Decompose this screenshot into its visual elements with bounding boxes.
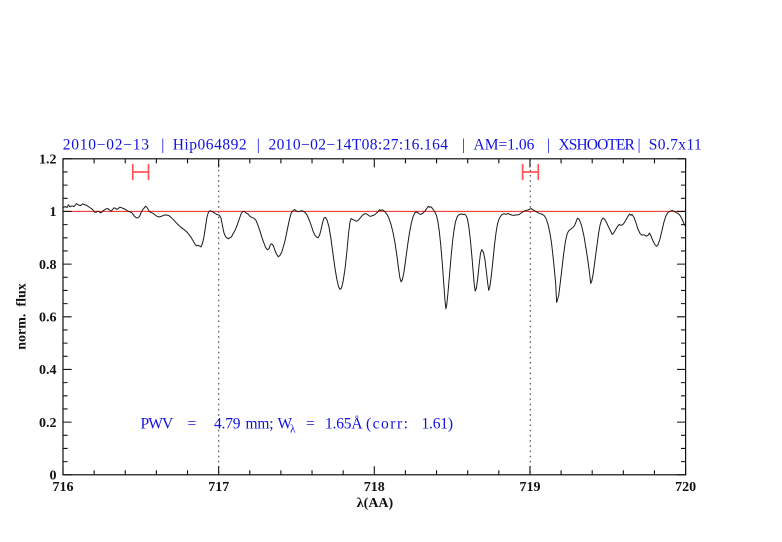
svg-text:0: 0 [50,469,57,484]
svg-text:=: = [188,416,197,433]
svg-text:717: 717 [208,480,229,495]
svg-text:1.65Å: 1.65Å [325,416,363,433]
svg-text:2010−02−14T08:27:16.164: 2010−02−14T08:27:16.164 [269,137,449,154]
svg-text:716: 716 [53,480,74,495]
svg-text:2010−02−13: 2010−02−13 [63,137,150,154]
svg-text:1.61): 1.61) [422,416,453,433]
svg-text:718: 718 [364,480,385,495]
svg-text:W: W [278,416,293,433]
svg-text:|: | [462,137,465,154]
svg-text:|: | [638,137,641,154]
svg-text:λ: λ [290,423,296,435]
svg-text:0.8: 0.8 [39,258,57,273]
svg-text:XSHOOTER: XSHOOTER [559,137,636,154]
svg-text:0.4: 0.4 [39,363,57,378]
svg-text:AM=1.06: AM=1.06 [474,137,535,154]
svg-text:1: 1 [50,205,57,220]
svg-text:0.2: 0.2 [39,416,57,431]
svg-text:=: = [306,416,315,433]
svg-text:S0.7x11: S0.7x11 [649,137,702,154]
svg-text:(corr:: (corr: [366,416,409,433]
svg-text:|: | [547,137,550,154]
svg-text:|: | [257,137,260,154]
svg-text:719: 719 [520,480,541,495]
svg-text:|: | [161,137,164,154]
svg-text:720: 720 [675,480,696,495]
svg-text:norm. flux: norm. flux [15,283,30,350]
svg-text:0.6: 0.6 [39,311,57,326]
svg-text:mm;: mm; [246,416,274,433]
svg-text:PWV: PWV [141,416,174,433]
svg-text:4.79: 4.79 [214,416,241,433]
svg-text:Hip064892: Hip064892 [173,137,248,154]
svg-text:λ(AA): λ(AA) [357,496,394,511]
svg-text:1.2: 1.2 [39,153,57,168]
